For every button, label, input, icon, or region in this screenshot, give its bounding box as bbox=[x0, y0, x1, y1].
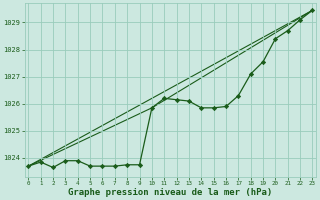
X-axis label: Graphe pression niveau de la mer (hPa): Graphe pression niveau de la mer (hPa) bbox=[68, 188, 273, 197]
